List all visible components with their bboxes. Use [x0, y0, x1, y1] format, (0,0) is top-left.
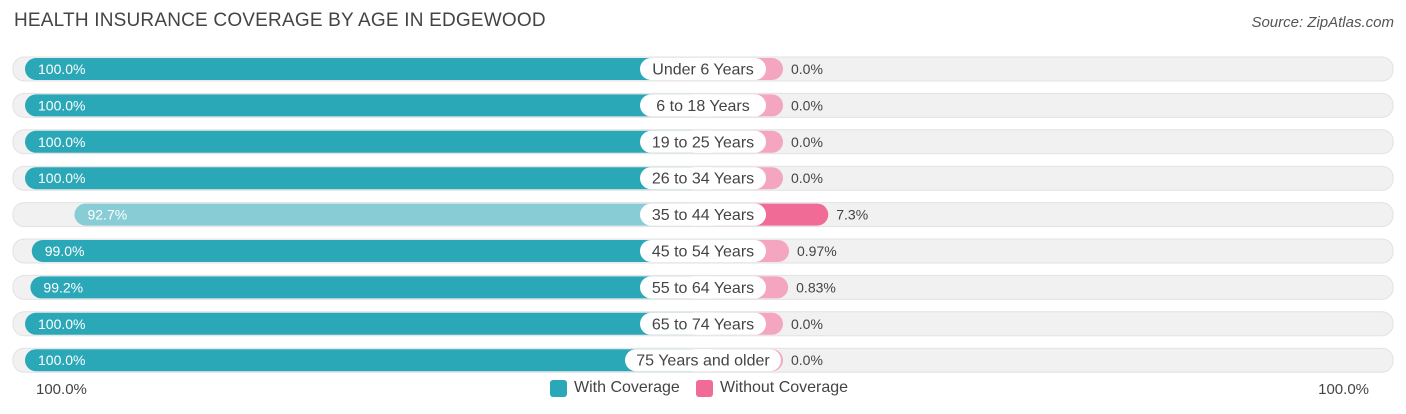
value-label-with-coverage: 100.0% — [38, 316, 85, 332]
category-label: 26 to 34 Years — [652, 171, 754, 188]
legend-swatch-without-coverage — [696, 379, 713, 397]
category-label-pill — [640, 203, 766, 226]
bar-with-coverage — [25, 167, 703, 190]
value-label-without-coverage: 0.97% — [797, 243, 837, 259]
value-label-without-coverage: 0.0% — [791, 352, 823, 368]
bar-with-coverage — [25, 349, 703, 372]
category-label-pill — [640, 94, 766, 117]
category-label: 55 to 64 Years — [652, 280, 754, 297]
bar-with-coverage — [74, 203, 703, 226]
category-label-pill — [625, 349, 781, 372]
legend-with-coverage: With Coverage — [550, 379, 680, 397]
value-label-with-coverage: 100.0% — [38, 352, 85, 368]
category-label-pill — [640, 130, 766, 153]
value-label-with-coverage: 100.0% — [38, 61, 85, 77]
chart-title: HEALTH INSURANCE COVERAGE BY AGE IN EDGE… — [14, 10, 546, 31]
category-label: Under 6 Years — [652, 62, 753, 79]
value-label-with-coverage: 100.0% — [38, 170, 85, 186]
category-label: 75 Years and older — [636, 353, 770, 370]
category-label-pill — [640, 276, 766, 299]
bar-with-coverage — [25, 94, 703, 117]
value-label-with-coverage: 99.2% — [43, 279, 83, 295]
category-label: 6 to 18 Years — [656, 98, 749, 115]
value-label-with-coverage: 100.0% — [38, 97, 85, 113]
category-label: 45 to 54 Years — [652, 244, 754, 261]
axis-right-label: 100.0% — [1318, 381, 1369, 398]
value-label-without-coverage: 7.3% — [836, 207, 868, 223]
value-label-without-coverage: 0.0% — [791, 134, 823, 150]
value-label-without-coverage: 0.0% — [791, 170, 823, 186]
category-label: 19 to 25 Years — [652, 134, 754, 151]
value-label-without-coverage: 0.0% — [791, 97, 823, 113]
category-label-pill — [640, 58, 766, 80]
category-label-pill — [640, 312, 766, 335]
category-label: 65 to 74 Years — [652, 316, 754, 333]
value-label-without-coverage: 0.0% — [791, 61, 823, 77]
legend-without-coverage: Without Coverage — [696, 379, 848, 397]
bar-with-coverage — [31, 240, 703, 262]
axis-left-label: 100.0% — [36, 381, 87, 398]
category-label: 35 to 44 Years — [652, 207, 754, 224]
value-label-with-coverage: 92.7% — [87, 207, 127, 223]
bar-with-coverage — [30, 276, 703, 299]
category-label-pill — [640, 167, 766, 190]
value-label-without-coverage: 0.83% — [796, 279, 836, 295]
value-label-without-coverage: 0.0% — [791, 316, 823, 332]
source-credit: Source: ZipAtlas.com — [1251, 14, 1394, 31]
bar-with-coverage — [25, 312, 703, 335]
bar-with-coverage — [25, 58, 703, 80]
bar-with-coverage — [25, 130, 703, 153]
legend-label-with-coverage: With Coverage — [574, 379, 680, 396]
legend: With Coverage Without Coverage — [0, 379, 1406, 401]
category-label-pill — [640, 240, 766, 262]
legend-swatch-with-coverage — [550, 379, 567, 397]
value-label-with-coverage: 99.0% — [45, 243, 85, 259]
value-label-with-coverage: 100.0% — [38, 134, 85, 150]
legend-label-without-coverage: Without Coverage — [720, 379, 849, 396]
